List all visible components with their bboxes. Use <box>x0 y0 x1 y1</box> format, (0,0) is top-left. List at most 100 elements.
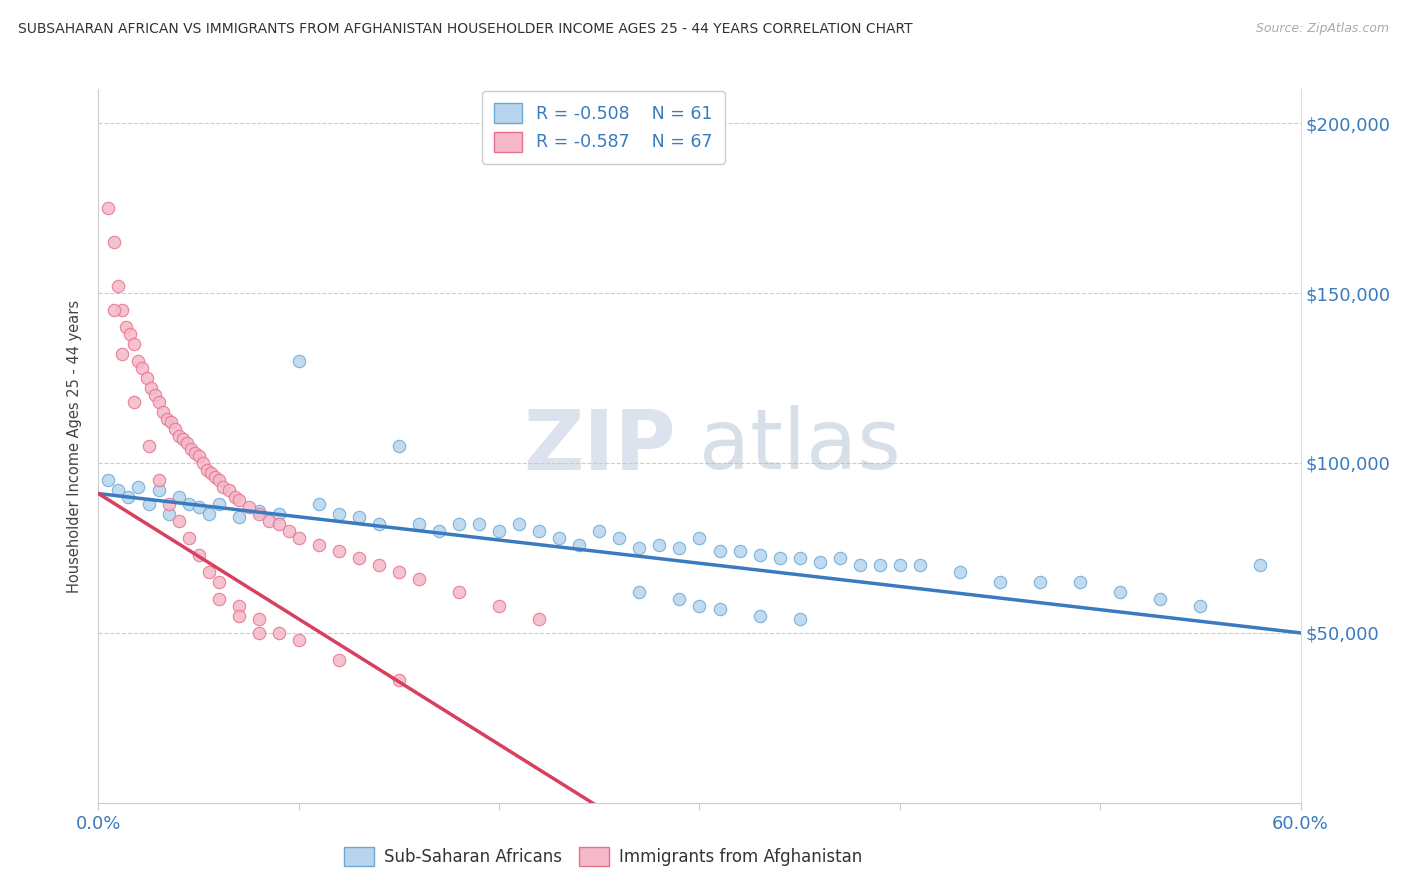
Point <box>148 483 170 498</box>
Point <box>139 381 162 395</box>
Point <box>388 673 411 688</box>
Point <box>228 493 250 508</box>
Point <box>628 585 651 599</box>
Point <box>155 412 177 426</box>
Point <box>328 507 350 521</box>
Point <box>277 524 299 538</box>
Point <box>628 541 651 555</box>
Point <box>288 531 311 545</box>
Point <box>408 517 430 532</box>
Point <box>115 320 138 334</box>
Point <box>408 572 430 586</box>
Point <box>267 626 290 640</box>
Point <box>208 591 231 606</box>
Point <box>128 480 150 494</box>
Point <box>224 490 246 504</box>
Point <box>488 524 510 538</box>
Point <box>172 432 194 446</box>
Point <box>157 497 180 511</box>
Point <box>103 303 125 318</box>
Point <box>988 574 1011 589</box>
Point <box>187 449 209 463</box>
Text: ZIP: ZIP <box>523 406 675 486</box>
Point <box>167 429 190 443</box>
Point <box>689 531 711 545</box>
Point <box>187 548 209 562</box>
Point <box>328 544 350 558</box>
Point <box>828 551 851 566</box>
Point <box>167 514 190 528</box>
Point <box>197 565 219 579</box>
Point <box>159 415 181 429</box>
Point <box>138 439 160 453</box>
Point <box>388 439 411 453</box>
Text: SUBSAHARAN AFRICAN VS IMMIGRANTS FROM AFGHANISTAN HOUSEHOLDER INCOME AGES 25 - 4: SUBSAHARAN AFRICAN VS IMMIGRANTS FROM AF… <box>18 22 912 37</box>
Point <box>135 371 157 385</box>
Point <box>107 483 129 498</box>
Point <box>588 524 610 538</box>
Point <box>568 537 591 551</box>
Point <box>447 585 470 599</box>
Point <box>1250 558 1272 572</box>
Point <box>247 612 270 626</box>
Point <box>1109 585 1132 599</box>
Point <box>288 354 311 368</box>
Point <box>200 466 222 480</box>
Point <box>204 469 226 483</box>
Point <box>195 463 218 477</box>
Point <box>609 531 631 545</box>
Point <box>228 510 250 524</box>
Point <box>468 517 491 532</box>
Point <box>238 500 260 515</box>
Point <box>368 517 391 532</box>
Point <box>789 551 811 566</box>
Point <box>308 497 330 511</box>
Point <box>143 388 166 402</box>
Point <box>208 497 231 511</box>
Point <box>728 544 751 558</box>
Point <box>908 558 931 572</box>
Point <box>124 337 146 351</box>
Point <box>668 541 690 555</box>
Point <box>308 537 330 551</box>
Point <box>328 653 350 667</box>
Point <box>131 360 153 375</box>
Point <box>648 537 671 551</box>
Point <box>668 591 690 606</box>
Point <box>152 405 174 419</box>
Point <box>211 480 233 494</box>
Point <box>177 497 200 511</box>
Point <box>120 326 142 341</box>
Point <box>197 507 219 521</box>
Point <box>176 435 198 450</box>
Point <box>529 612 551 626</box>
Point <box>167 490 190 504</box>
Point <box>157 507 180 521</box>
Point <box>748 608 770 623</box>
Point <box>1189 599 1212 613</box>
Point <box>529 524 551 538</box>
Point <box>368 558 391 572</box>
Point <box>808 555 831 569</box>
Y-axis label: Householder Income Ages 25 - 44 years: Householder Income Ages 25 - 44 years <box>67 300 83 592</box>
Point <box>247 507 270 521</box>
Point <box>128 354 150 368</box>
Point <box>163 422 186 436</box>
Point <box>347 551 370 566</box>
Point <box>103 235 125 249</box>
Text: Source: ZipAtlas.com: Source: ZipAtlas.com <box>1256 22 1389 36</box>
Point <box>177 531 200 545</box>
Point <box>388 565 411 579</box>
Point <box>709 602 731 616</box>
Point <box>148 473 170 487</box>
Point <box>97 473 120 487</box>
Point <box>183 446 205 460</box>
Point <box>949 565 972 579</box>
Point <box>208 473 231 487</box>
Point <box>191 456 214 470</box>
Point <box>208 574 231 589</box>
Point <box>689 599 711 613</box>
Point <box>267 517 290 532</box>
Point <box>187 500 209 515</box>
Point <box>347 510 370 524</box>
